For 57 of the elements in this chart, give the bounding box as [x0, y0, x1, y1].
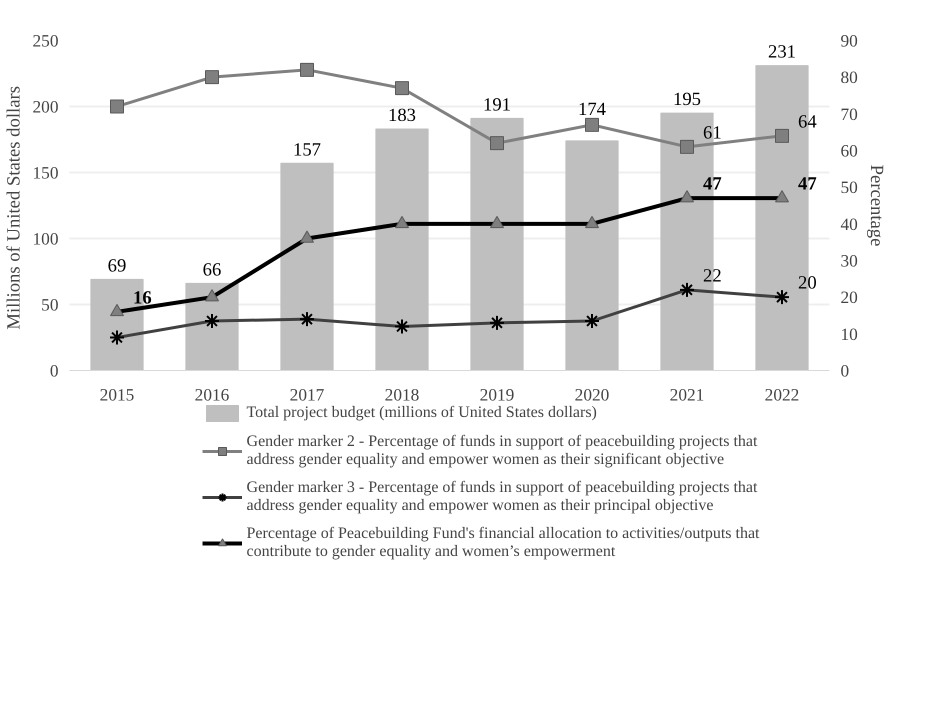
legend-label: Percentage of Peacebuilding Fund's financial allocation to activities/outputs that contribute to gender equality and women’s empowerment	[246, 525, 760, 561]
data-label: 47	[798, 174, 817, 195]
point	[205, 70, 219, 84]
legend-label: Gender marker 3 - Percentage of funds in support of peacebuilding projects that address gender equality and empower women as their principal objective	[246, 479, 758, 515]
x-tick-label: 2020	[574, 386, 610, 404]
x-tick-label: 2021	[670, 386, 704, 404]
data-label: 174	[578, 98, 607, 120]
data-label: 183	[388, 104, 416, 126]
y2-tick-label: 20	[840, 288, 858, 308]
y-axis-title: Millions of United States dollars	[4, 86, 25, 330]
data-label: 66	[202, 259, 222, 280]
bar	[280, 162, 334, 370]
data-label: 157	[293, 139, 321, 160]
y-tick-label: 50	[41, 296, 58, 314]
y-tick-label: 150	[32, 164, 59, 182]
x-tick-label: 2017	[290, 386, 325, 404]
point	[395, 81, 409, 96]
data-label: 22	[703, 265, 722, 286]
point	[110, 100, 124, 114]
data-label: 195	[673, 89, 701, 110]
data-label: 231	[768, 42, 796, 63]
data-label: 64	[798, 111, 818, 132]
data-label: 47	[703, 174, 722, 195]
data-label: 20	[798, 272, 817, 294]
legend-label: Gender marker 2 - Percentage of funds in support of peacebuilding projects that address gender equality and empower women as their significant objective	[246, 433, 758, 469]
x-tick-label: 2016	[194, 386, 230, 404]
x-tick-label: 2022	[764, 386, 800, 404]
y-tick-label: 200	[32, 98, 59, 116]
y2-tick-label: 0	[840, 362, 850, 380]
point	[680, 140, 694, 154]
x-tick-label: 2015	[100, 386, 134, 404]
bar	[375, 128, 429, 370]
y2-tick-label: 90	[840, 32, 858, 50]
y-tick-label: 0	[50, 362, 59, 380]
data-label: 16	[133, 287, 152, 308]
bar	[470, 118, 524, 370]
y2-tick-label: 60	[840, 142, 858, 160]
y2-tick-label: 30	[840, 252, 858, 270]
x-tick-label: 2019	[480, 386, 514, 404]
point	[585, 118, 599, 132]
data-label: 191	[483, 94, 511, 116]
y2-tick-label: 10	[840, 324, 858, 344]
x-tick-label: 2018	[384, 386, 420, 404]
point	[490, 136, 504, 150]
y2-tick-label: 70	[840, 104, 858, 124]
y-tick-label: 100	[32, 230, 59, 248]
data-label: 61	[703, 122, 722, 144]
point	[775, 128, 789, 143]
y2-axis-title: Percentage	[866, 164, 887, 246]
legend-label: Total project budget (millions of United States dollars)	[246, 404, 597, 422]
y2-tick-label: 40	[840, 214, 858, 234]
point	[300, 62, 314, 77]
y2-tick-label: 50	[840, 178, 858, 198]
bar	[565, 140, 619, 370]
y-tick-label: 250	[32, 32, 59, 50]
data-label: 69	[108, 255, 126, 276]
y2-tick-label: 80	[840, 68, 858, 88]
